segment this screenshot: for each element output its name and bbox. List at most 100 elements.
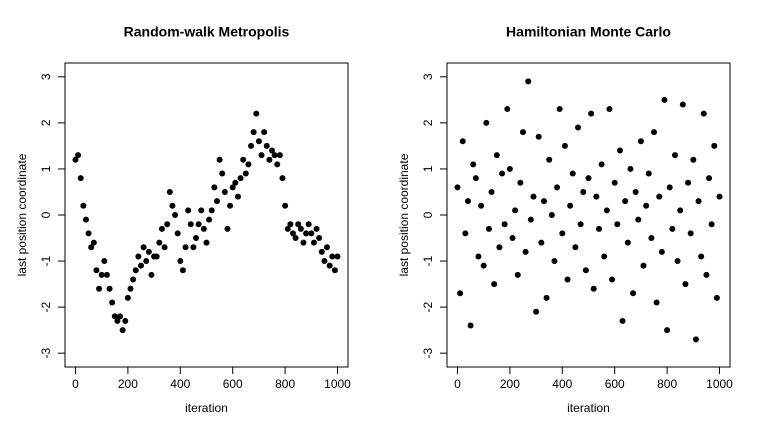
point bbox=[454, 184, 461, 191]
point bbox=[242, 170, 249, 177]
point bbox=[658, 248, 665, 255]
x-tick-label: 600 bbox=[605, 377, 625, 391]
point bbox=[483, 119, 490, 126]
point bbox=[491, 281, 498, 288]
point bbox=[213, 198, 220, 205]
point bbox=[232, 179, 239, 186]
point bbox=[237, 175, 244, 182]
point bbox=[609, 276, 616, 283]
point bbox=[200, 225, 207, 232]
point bbox=[174, 230, 181, 237]
point bbox=[75, 152, 82, 159]
point bbox=[324, 244, 331, 251]
point bbox=[475, 253, 482, 260]
point bbox=[179, 267, 186, 274]
point bbox=[148, 271, 155, 278]
point bbox=[493, 152, 500, 159]
point bbox=[106, 285, 113, 292]
point bbox=[614, 221, 621, 228]
x-tick-label: 200 bbox=[118, 377, 138, 391]
point bbox=[598, 161, 605, 168]
point bbox=[255, 138, 262, 145]
point bbox=[250, 129, 257, 136]
point bbox=[172, 212, 179, 218]
point bbox=[253, 110, 260, 117]
point bbox=[329, 253, 336, 260]
point bbox=[457, 290, 464, 297]
point bbox=[271, 152, 278, 159]
point bbox=[98, 271, 105, 278]
point bbox=[321, 258, 328, 265]
point bbox=[548, 212, 555, 218]
x-tick-label: 0 bbox=[72, 377, 79, 391]
point bbox=[627, 165, 634, 172]
point bbox=[643, 202, 650, 209]
point bbox=[140, 244, 147, 251]
point bbox=[111, 313, 118, 320]
point bbox=[316, 235, 323, 242]
point bbox=[127, 285, 134, 292]
y-tick-label: 1 bbox=[39, 165, 53, 172]
point bbox=[611, 179, 618, 186]
point bbox=[606, 106, 613, 113]
point bbox=[575, 124, 582, 131]
point bbox=[464, 198, 471, 205]
point bbox=[496, 244, 503, 251]
point bbox=[480, 262, 487, 269]
point bbox=[677, 207, 684, 214]
point bbox=[114, 317, 121, 324]
point bbox=[185, 207, 192, 214]
point bbox=[637, 138, 644, 145]
point bbox=[274, 161, 281, 168]
x-tick-label: 0 bbox=[454, 377, 461, 391]
point bbox=[240, 156, 247, 163]
point bbox=[101, 258, 108, 265]
point bbox=[90, 239, 97, 246]
point bbox=[687, 230, 694, 237]
x-tick-label: 1000 bbox=[706, 377, 733, 391]
x-tick-label: 200 bbox=[500, 377, 520, 391]
point bbox=[593, 193, 600, 200]
point bbox=[88, 244, 95, 251]
point bbox=[279, 175, 286, 182]
point bbox=[224, 225, 231, 232]
point bbox=[284, 225, 291, 232]
point bbox=[208, 207, 215, 214]
point bbox=[664, 327, 671, 334]
point bbox=[478, 202, 485, 209]
point bbox=[666, 184, 673, 191]
point bbox=[533, 308, 540, 315]
point bbox=[708, 221, 715, 228]
point bbox=[462, 230, 469, 237]
point bbox=[103, 271, 110, 278]
point bbox=[166, 188, 173, 195]
point bbox=[630, 290, 637, 297]
point bbox=[467, 322, 474, 329]
point bbox=[72, 156, 79, 163]
point bbox=[472, 175, 479, 182]
point bbox=[517, 179, 524, 186]
point bbox=[266, 156, 273, 163]
point bbox=[248, 142, 255, 149]
point bbox=[585, 175, 592, 182]
point bbox=[669, 225, 676, 232]
point bbox=[567, 202, 574, 209]
y-axis-label: last position coordinate bbox=[15, 153, 29, 276]
point bbox=[572, 244, 579, 251]
point bbox=[601, 253, 608, 260]
point bbox=[459, 138, 466, 145]
point bbox=[318, 248, 325, 255]
point bbox=[153, 253, 160, 260]
point bbox=[203, 239, 210, 246]
point bbox=[93, 267, 100, 274]
point bbox=[158, 225, 165, 232]
point bbox=[276, 152, 283, 159]
point bbox=[310, 239, 317, 246]
point bbox=[182, 244, 189, 251]
point bbox=[297, 225, 304, 232]
point bbox=[216, 156, 223, 163]
x-tick-label: 800 bbox=[657, 377, 677, 391]
point bbox=[595, 225, 602, 232]
point bbox=[632, 188, 639, 195]
